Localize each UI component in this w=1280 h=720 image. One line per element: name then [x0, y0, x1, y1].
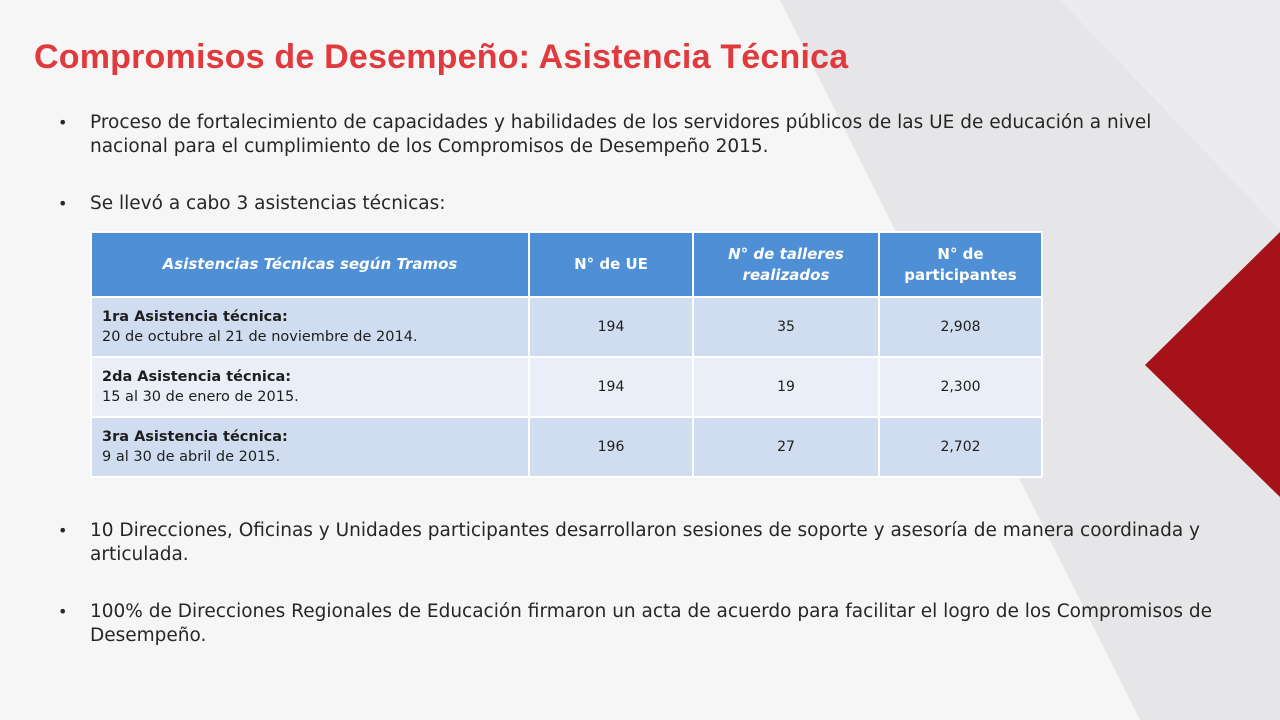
bullet-text: Se llevó a cabo 3 asistencias técnicas: [90, 193, 446, 214]
bullet-glyph: • [58, 521, 68, 540]
bullet-item: • 100% de Direcciones Regionales de Educ… [58, 600, 1228, 648]
bullet-glyph: • [58, 113, 68, 132]
bullet-glyph: • [58, 602, 68, 621]
cell-participantes: 2,702 [878, 416, 1043, 478]
tramo-dates: 9 al 30 de abril de 2015. [102, 449, 281, 465]
cell-tramo: 3ra Asistencia técnica: 9 al 30 de abril… [90, 416, 530, 478]
cell-talleres: 19 [692, 356, 880, 418]
cell-tramo: 2da Asistencia técnica: 15 al 30 de ener… [90, 356, 530, 418]
cell-talleres: 27 [692, 416, 880, 478]
header-ue: N° de UE [528, 231, 694, 298]
table-header-row: Asistencias Técnicas según Tramos N° de … [90, 231, 1043, 298]
cell-tramo: 1ra Asistencia técnica: 20 de octubre al… [90, 296, 530, 358]
bullet-item: • Se llevó a cabo 3 asistencias técnicas… [58, 192, 1228, 216]
cell-ue: 194 [528, 356, 694, 418]
bullet-item: • Proceso de fortalecimiento de capacida… [58, 111, 1228, 159]
tramo-dates: 20 de octubre al 21 de noviembre de 2014… [102, 329, 418, 345]
header-tramos: Asistencias Técnicas según Tramos [90, 231, 530, 298]
tramo-name: 2da Asistencia técnica: [102, 369, 292, 385]
slide-title: Compromisos de Desempeño: Asistencia Téc… [34, 38, 849, 76]
header-talleres: N° de talleres realizados [692, 231, 880, 298]
cell-participantes: 2,908 [878, 296, 1043, 358]
header-participantes: N° de participantes [878, 231, 1043, 298]
asistencias-table: Asistencias Técnicas según Tramos N° de … [90, 231, 1043, 478]
tramo-name: 1ra Asistencia técnica: [102, 309, 288, 325]
bullet-text: 100% de Direcciones Regionales de Educac… [90, 601, 1213, 646]
cell-talleres: 35 [692, 296, 880, 358]
table-row: 2da Asistencia técnica: 15 al 30 de ener… [90, 356, 1043, 418]
background-red-triangle [1145, 232, 1280, 497]
bullet-glyph: • [58, 194, 68, 213]
cell-ue: 196 [528, 416, 694, 478]
cell-participantes: 2,300 [878, 356, 1043, 418]
background-light-triangle [1060, 0, 1280, 230]
table-row: 3ra Asistencia técnica: 9 al 30 de abril… [90, 416, 1043, 478]
tramo-dates: 15 al 30 de enero de 2015. [102, 389, 299, 405]
table-row: 1ra Asistencia técnica: 20 de octubre al… [90, 296, 1043, 358]
bullet-text: Proceso de fortalecimiento de capacidade… [90, 112, 1152, 157]
cell-ue: 194 [528, 296, 694, 358]
bullet-item: • 10 Direcciones, Oficinas y Unidades pa… [58, 519, 1228, 567]
bullet-text: 10 Direcciones, Oficinas y Unidades part… [90, 520, 1200, 565]
tramo-name: 3ra Asistencia técnica: [102, 429, 288, 445]
